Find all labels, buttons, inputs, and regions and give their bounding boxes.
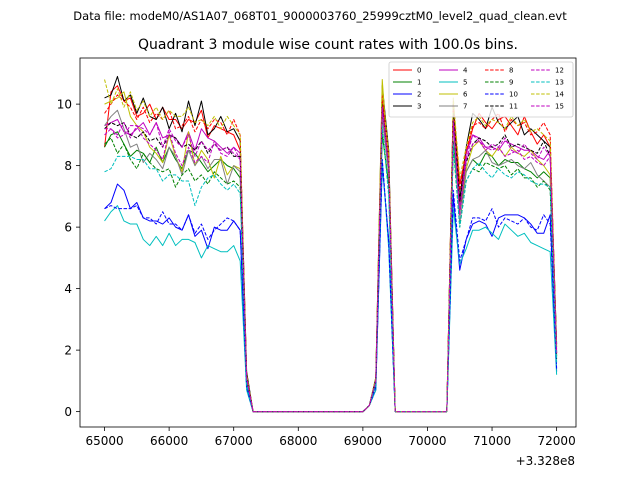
legend-label-12: 12 [555,67,564,75]
x-tick-label: 66000 [150,434,188,448]
legend-label-8: 8 [509,67,513,75]
chart-title: Quadrant 3 module wise count rates with … [138,37,518,53]
x-tick-label: 65000 [85,434,123,448]
legend-label-13: 13 [555,79,564,87]
y-tick-label: 10 [57,98,72,112]
x-tick-label: 69000 [344,434,382,448]
series-line-10 [104,158,558,413]
series-layer [104,75,558,413]
x-offset-label: +3.328e8 [516,454,575,468]
legend-label-6: 6 [463,91,468,99]
series-line-8 [104,94,558,413]
series-line-15 [104,106,558,413]
legend-label-14: 14 [555,91,564,99]
legend-label-5: 5 [463,79,467,87]
plot-frame [79,57,577,428]
series-line-2 [104,165,558,413]
series-line-6 [104,79,558,413]
series-line-3 [104,75,558,413]
legend-label-9: 9 [509,79,513,87]
legend-label-3: 3 [417,103,421,111]
legend-label-11: 11 [509,103,518,111]
x-tick-label: 67000 [215,434,253,448]
series-line-7 [104,109,558,413]
legend-label-2: 2 [417,91,421,99]
series-line-1 [104,131,558,413]
y-tick-label: 8 [64,159,72,173]
legend-label-10: 10 [509,91,518,99]
legend-label-0: 0 [417,67,421,75]
figure-suptitle: Data file: modeM0/AS1A07_068T01_90000037… [73,9,567,23]
x-tick-label: 68000 [279,434,317,448]
x-tick-label: 70000 [408,434,446,448]
x-axis: 65000 66000 67000 68000 69000 70000 71000 72000 [85,427,576,448]
series-line-11 [104,103,558,413]
series-line-9 [104,128,558,413]
legend-label-15: 15 [555,103,564,111]
series-line-5 [104,158,558,413]
y-tick-label: 2 [64,344,72,358]
series-line-13 [104,125,558,413]
legend-label-1: 1 [417,79,421,87]
y-tick-label: 0 [64,405,72,419]
legend-label-7: 7 [463,103,467,111]
y-tick-label: 6 [64,221,72,235]
x-tick-label: 72000 [538,434,576,448]
legend-label-4: 4 [463,67,468,75]
x-tick-label: 71000 [473,434,511,448]
series-line-14 [104,79,558,413]
y-tick-label: 4 [64,282,72,296]
legend-frame [388,61,574,118]
y-axis: 0 2 4 6 8 10 [57,98,80,419]
